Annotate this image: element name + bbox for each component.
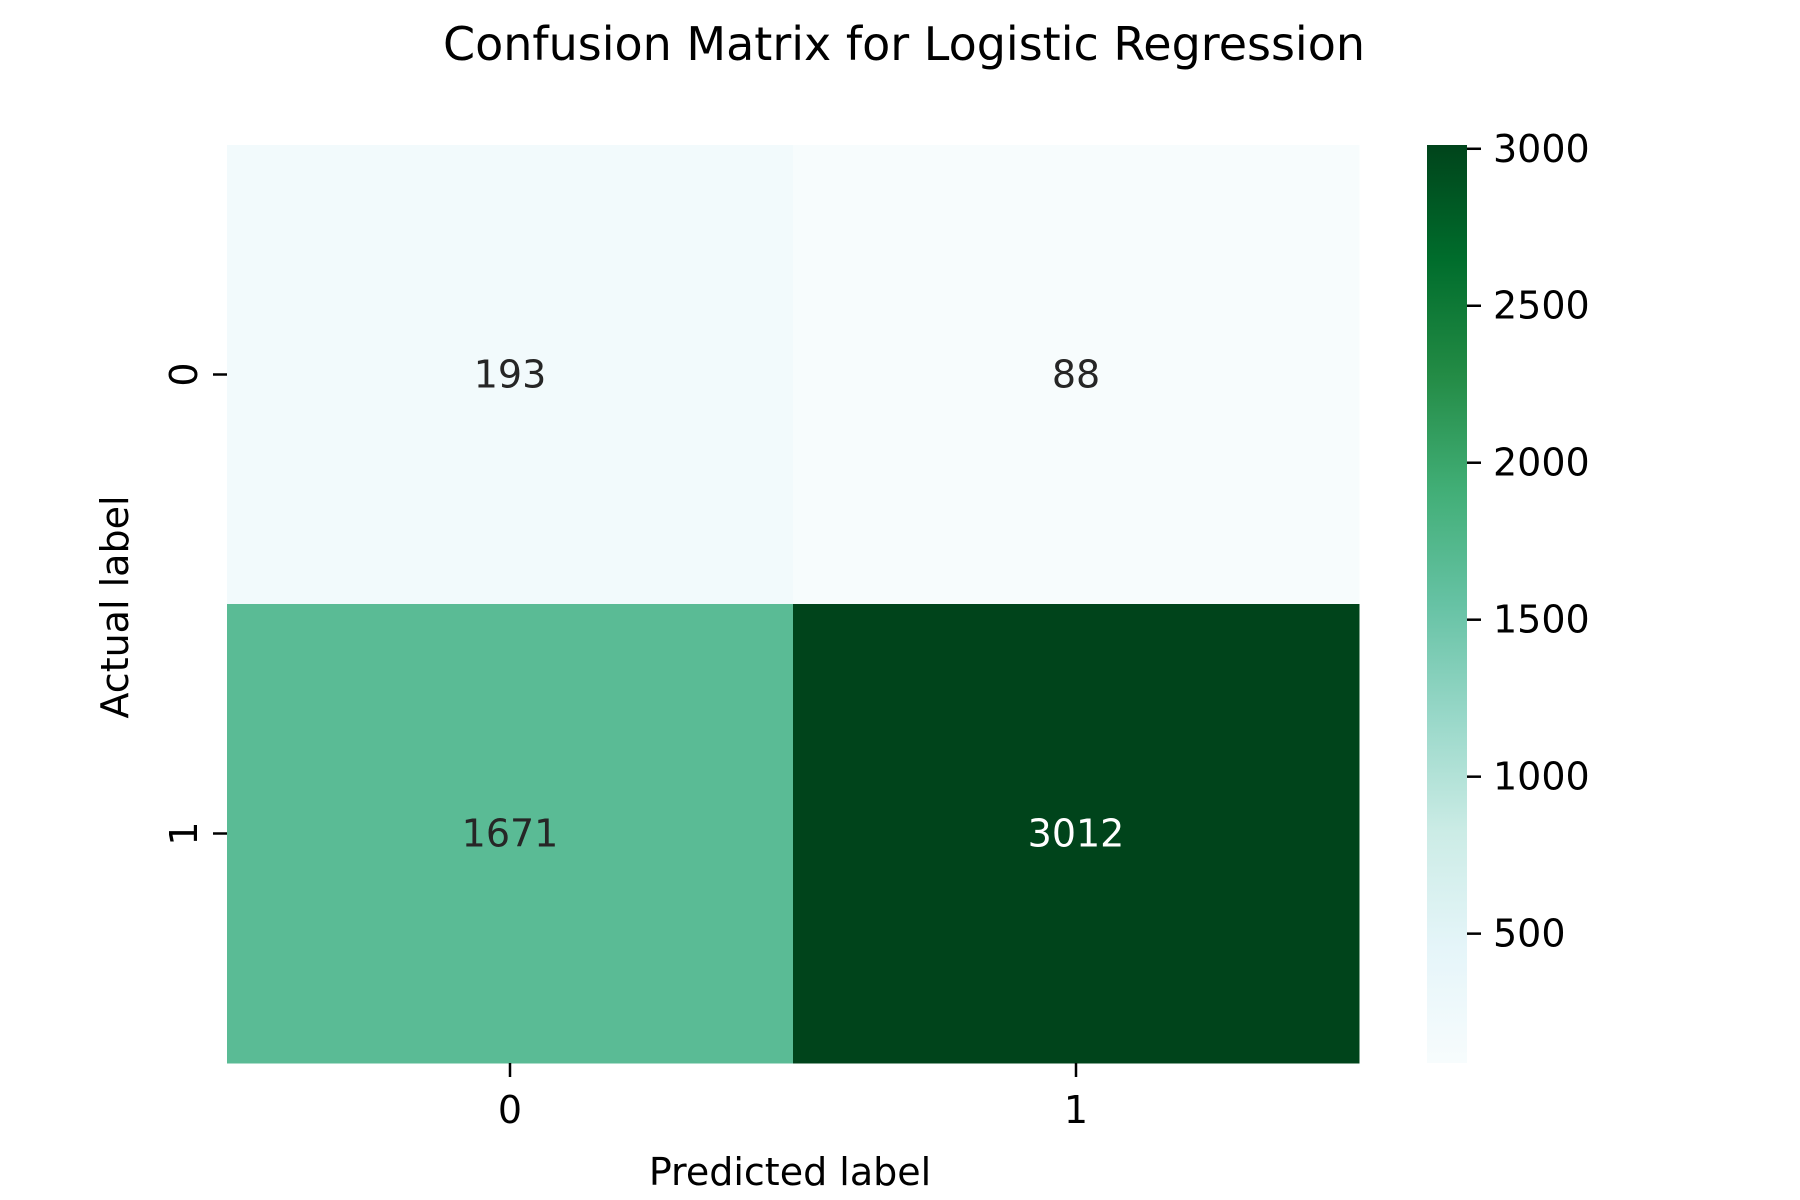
heatmap-cell-r1-c0 <box>227 604 794 1064</box>
y-axis-label: Actual label <box>93 495 137 718</box>
heatmap-cell-labels: 193 88 1671 3012 <box>462 353 1125 856</box>
colorbar-tick-label-1: 1000 <box>1493 755 1590 799</box>
heatmap-cells <box>227 145 1360 1064</box>
y-axis-ticks: 01 <box>162 362 227 846</box>
x-tick-label-1: 1 <box>1064 1088 1088 1132</box>
cell-value-r1-c0: 1671 <box>462 812 559 856</box>
colorbar-tick-label-3: 2000 <box>1493 441 1590 485</box>
y-tick-label-0: 0 <box>162 362 206 386</box>
heatmap-cell-r0-c1 <box>793 145 1360 605</box>
colorbar-tick-label-5: 3000 <box>1493 127 1590 171</box>
chart-title: Confusion Matrix for Logistic Regression <box>443 17 1365 71</box>
colorbar <box>1427 145 1467 1063</box>
cell-value-r0-c1: 88 <box>1052 353 1100 397</box>
heatmap-cell-r0-c0 <box>227 145 794 605</box>
cell-value-r0-c0: 193 <box>474 353 547 397</box>
colorbar-tick-label-4: 2500 <box>1493 284 1590 328</box>
heatmap-cell-r1-c1 <box>793 604 1360 1064</box>
x-axis-label: Predicted label <box>649 1150 931 1194</box>
colorbar-ticks: 500 1000 1500 2000 2500 3000 <box>1467 127 1590 956</box>
colorbar-tick-label-2: 1500 <box>1493 598 1590 642</box>
colorbar-tick-label-0: 500 <box>1493 912 1566 956</box>
y-tick-label-1: 1 <box>162 821 206 845</box>
cell-value-r1-c1: 3012 <box>1028 812 1125 856</box>
x-tick-label-0: 0 <box>498 1088 522 1132</box>
